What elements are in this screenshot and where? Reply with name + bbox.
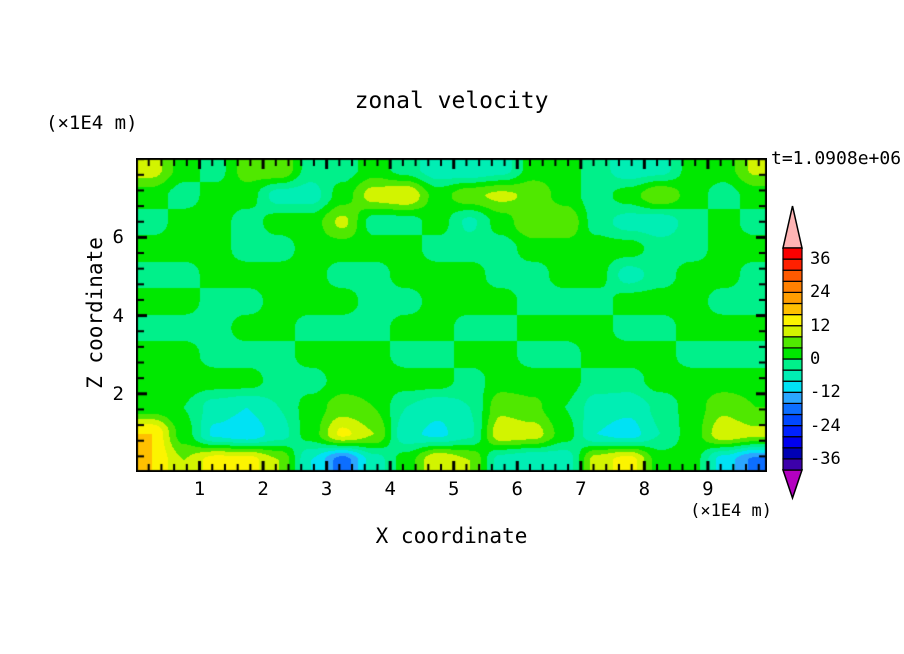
x-axis-label: X coordinate: [375, 524, 528, 548]
x-tick-label: 9: [702, 478, 714, 500]
time-label: t=1.0908e+06: [771, 148, 902, 169]
x-tick-label: 1: [193, 478, 206, 500]
y-tick-label: 2: [112, 382, 124, 405]
colorbar-band: [782, 391, 803, 404]
colorbar-band: [782, 413, 803, 427]
colorbar-band: [782, 269, 803, 282]
x-tick-label: 6: [511, 478, 523, 500]
colorbar-band: [782, 325, 803, 338]
colorbar-tick-label: 24: [810, 282, 831, 303]
colorbar-band: [782, 458, 803, 471]
colorbar-band: [782, 314, 803, 327]
x-tick-label: 7: [575, 478, 587, 500]
colorbar-band: [782, 358, 803, 371]
colorbar-band: [782, 347, 803, 360]
colorbar-band: [782, 247, 803, 260]
colorbar-band: [782, 302, 803, 316]
colorbar-tick-label: -24: [810, 415, 841, 436]
colorbar-tick-label: -36: [810, 448, 841, 469]
colorbar-band: [782, 447, 803, 460]
y-tick-label: 6: [112, 226, 124, 249]
x-tick-label: 5: [447, 478, 460, 500]
colorbar-band: [782, 336, 803, 349]
colorbar-band: [782, 280, 803, 293]
colorbar-tick-label: 12: [810, 315, 831, 336]
colorbar-band: [782, 380, 803, 393]
y-axis-units-label: (×1E4 m): [46, 112, 138, 134]
colorbar-band: [782, 369, 803, 382]
x-tick-label: 8: [638, 478, 651, 500]
x-tick-label: 4: [384, 478, 396, 500]
x-tick-label: 3: [320, 478, 333, 500]
colorbar-band: [782, 436, 803, 449]
contour-plot-canvas: [136, 158, 767, 472]
x-tick-label: 2: [257, 478, 269, 500]
colorbar-band: [782, 291, 803, 305]
chart-title: zonal velocity: [354, 88, 549, 114]
colorbar-band: [782, 402, 803, 416]
y-tick-label: 4: [112, 304, 124, 327]
colorbar-tick-label: 36: [810, 249, 831, 270]
colorbar-tick-label: 0: [810, 349, 821, 369]
colorbar-tick-label: -12: [810, 382, 841, 403]
colorbar-band: [782, 425, 803, 438]
colorbar-band: [782, 258, 803, 271]
x-axis-units-label: (×1E4 m): [690, 501, 772, 521]
